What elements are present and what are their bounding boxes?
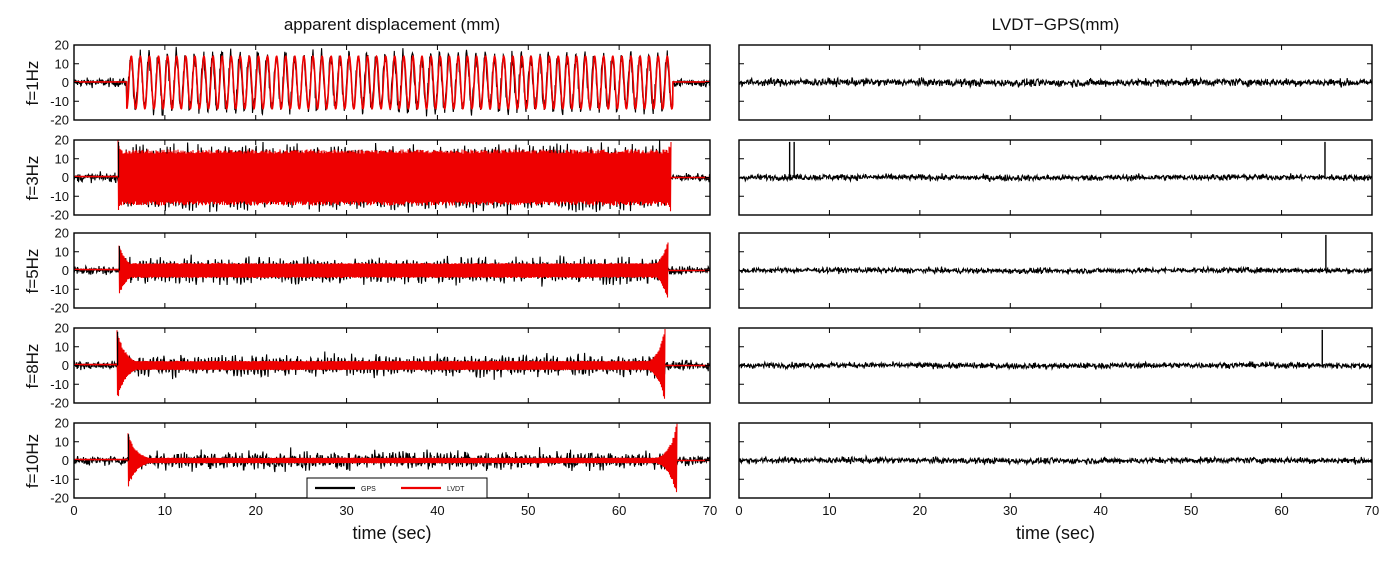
row-label-8hz: f=8Hz (23, 343, 42, 388)
panel-displacement-8hz: -20 -10 0 10 20 (50, 321, 711, 411)
y-tick-label: 20 (55, 226, 69, 241)
x-tick-label: 40 (1093, 503, 1107, 518)
y-tick-label: -10 (50, 189, 69, 204)
y-tick-label: 10 (55, 151, 69, 166)
y-tick-label: 0 (62, 263, 69, 278)
x-tick-label: 70 (703, 503, 717, 518)
lvdt-series-line (117, 140, 672, 212)
panel-difference-5hz (738, 232, 1373, 309)
difference-series-line (739, 360, 1372, 371)
y-tick-label: 20 (55, 38, 69, 53)
difference-series-line (739, 265, 1372, 275)
x-tick-label: 10 (158, 503, 172, 518)
y-tick-label: -20 (50, 491, 69, 506)
x-tick-label: 10 (822, 503, 836, 518)
series-group (74, 242, 710, 298)
y-tick-label: -10 (50, 472, 69, 487)
lvdt-baseline-line (74, 458, 710, 462)
lvdt-series-line (116, 328, 666, 399)
x-tick-label: 40 (430, 503, 444, 518)
x-tick-label: 0 (70, 503, 77, 518)
y-tick-label: 0 (62, 453, 69, 468)
lvdt-baseline-line (74, 175, 710, 179)
lvdt-series-line (118, 242, 669, 298)
y-tick-label: -20 (50, 301, 69, 316)
column-title: apparent displacement (mm) (283, 15, 501, 34)
panel-displacement-1hz: -20 -10 0 10 20 (50, 38, 711, 128)
x-tick-label: 30 (339, 503, 353, 518)
difference-series-line (739, 76, 1372, 89)
legend-box (306, 477, 488, 499)
series-group (739, 329, 1372, 371)
x-tick-label: 70 (1365, 503, 1379, 518)
y-tick-label: -20 (50, 208, 69, 223)
y-tick-label: -20 (50, 396, 69, 411)
panel-difference-8hz (738, 327, 1373, 404)
y-tick-label: 10 (55, 339, 69, 354)
x-axis-label: time (sec) (1015, 523, 1096, 543)
series-group (739, 76, 1372, 89)
difference-series-line (739, 454, 1372, 467)
series-group (739, 454, 1372, 467)
y-tick-label: 20 (55, 321, 69, 336)
series-group (739, 234, 1372, 275)
y-tick-label: 20 (55, 416, 69, 431)
panel-displacement-3hz: -20 -10 0 10 20 (50, 133, 711, 223)
panel-difference-1hz (738, 44, 1373, 121)
x-tick-label: 60 (1274, 503, 1288, 518)
x-tick-label: 20 (913, 503, 927, 518)
panel-displacement-10hz: -20 -10 0 10 20 0 10 20 30 40 50 60 70 (50, 416, 717, 519)
panel-displacement-5hz: -20 -10 0 10 20 (50, 226, 711, 316)
y-tick-label: 20 (55, 133, 69, 148)
series-group (74, 140, 710, 215)
x-axis-label: time (sec) (352, 523, 432, 543)
series-group (739, 141, 1372, 183)
legend: GPS LVDT (306, 477, 488, 499)
y-tick-label: 0 (62, 170, 69, 185)
x-tick-label: 20 (248, 503, 262, 518)
lvdt-baseline-line (74, 363, 710, 367)
x-tick-label: 60 (612, 503, 626, 518)
panel-difference-10hz: 0 10 20 30 40 50 60 70 (735, 422, 1379, 518)
y-tick-label: -10 (50, 377, 69, 392)
column-title: LVDT−GPS(mm) (991, 15, 1120, 34)
y-tick-label: -10 (50, 94, 69, 109)
row-label-10hz: f=10Hz (23, 433, 42, 488)
series-group (74, 328, 710, 399)
x-tick-label: 30 (1003, 503, 1017, 518)
y-tick-label: -20 (50, 113, 69, 128)
legend-label: LVDT (447, 486, 465, 493)
row-label-3hz: f=3Hz (23, 155, 42, 200)
row-label-1hz: f=1Hz (23, 60, 42, 105)
series-group (74, 423, 710, 493)
row-label-5hz: f=5Hz (23, 248, 42, 293)
y-tick-label: 10 (55, 434, 69, 449)
y-tick-label: 10 (55, 244, 69, 259)
y-tick-label: 0 (62, 75, 69, 90)
lvdt-series-line (74, 55, 710, 111)
series-group (74, 46, 710, 117)
x-tick-label: 50 (521, 503, 535, 518)
x-tick-label: 50 (1184, 503, 1198, 518)
difference-series-line (739, 172, 1372, 183)
panel-difference-3hz (738, 139, 1373, 216)
y-tick-label: 0 (62, 358, 69, 373)
legend-label: GPS (361, 486, 376, 493)
x-tick-label: 0 (735, 503, 742, 518)
y-tick-label: -10 (50, 282, 69, 297)
y-tick-label: 10 (55, 56, 69, 71)
lvdt-baseline-line (74, 268, 710, 272)
lvdt-series-line (127, 423, 678, 493)
